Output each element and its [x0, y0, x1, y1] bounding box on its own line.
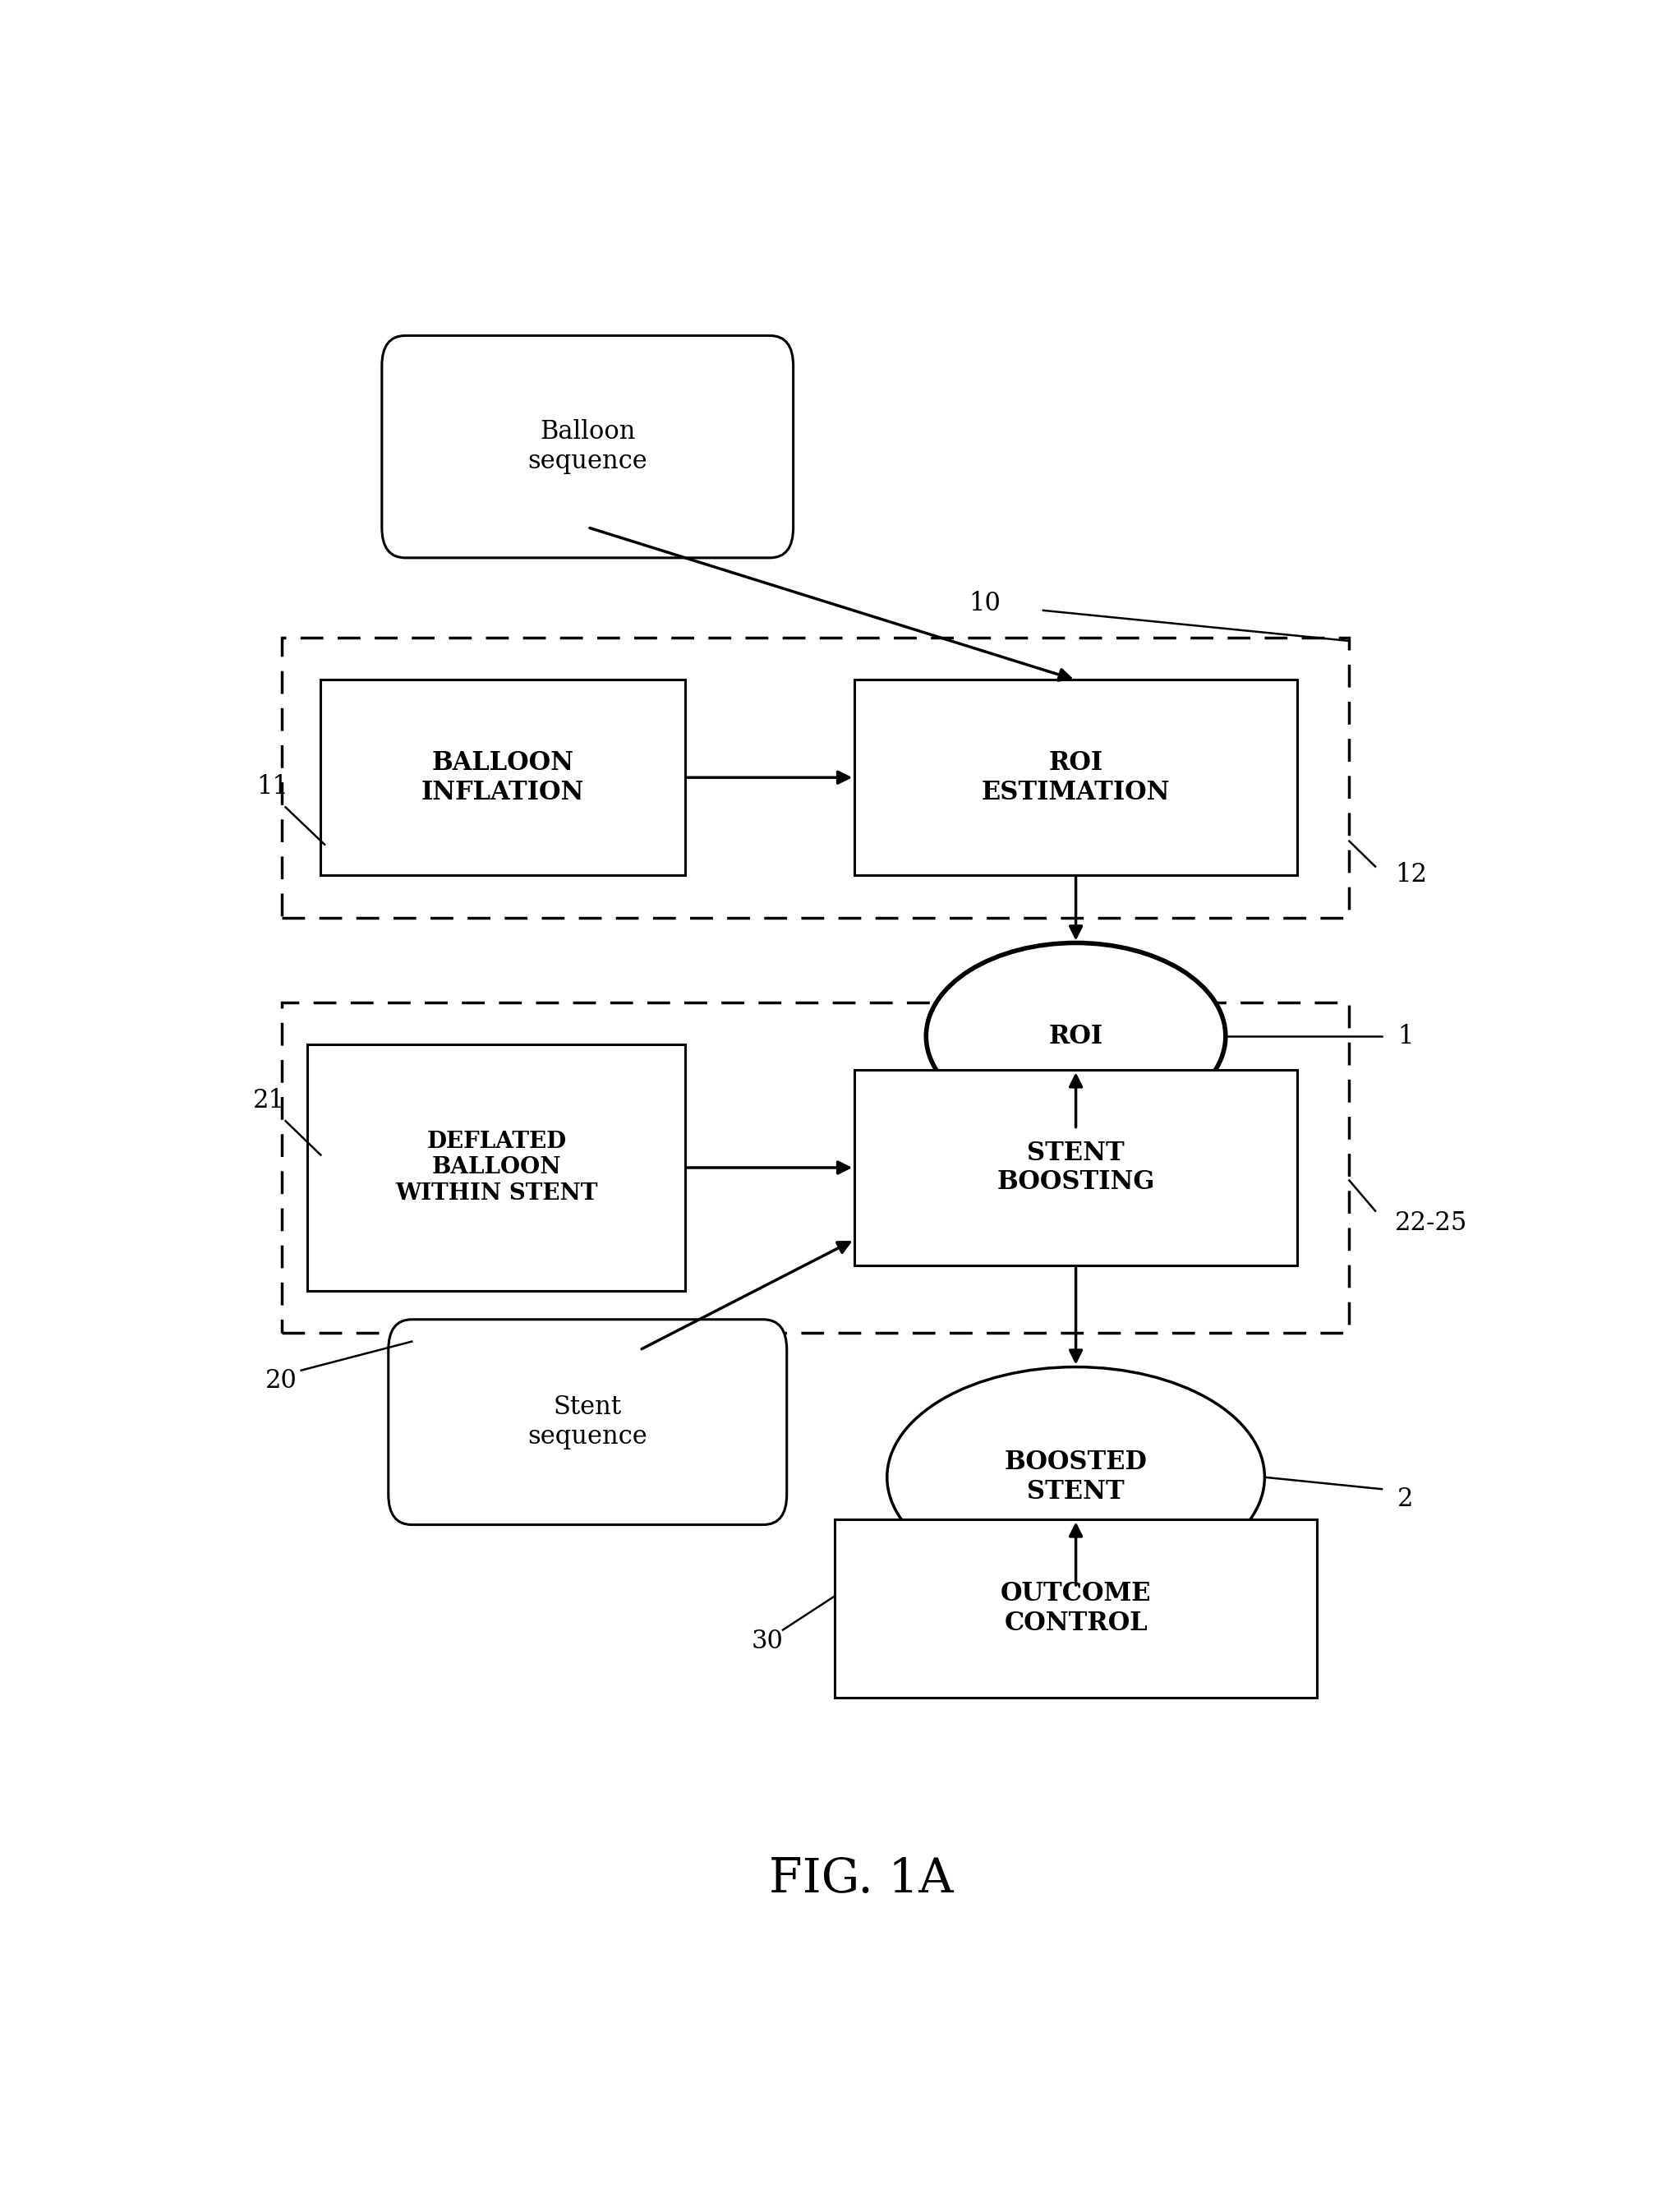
Text: 20: 20 [265, 1368, 297, 1392]
Text: DEFLATED
BALLOON
WITHIN STENT: DEFLATED BALLOON WITHIN STENT [395, 1130, 598, 1205]
Text: 2: 2 [1398, 1487, 1413, 1511]
FancyBboxPatch shape [855, 681, 1297, 875]
Text: FIG. 1A: FIG. 1A [769, 1857, 953, 1901]
Text: ROI
ESTIMATION: ROI ESTIMATION [981, 749, 1169, 804]
Text: BALLOON
INFLATION: BALLOON INFLATION [422, 749, 585, 804]
Text: 21: 21 [252, 1088, 284, 1113]
FancyBboxPatch shape [381, 335, 793, 557]
Ellipse shape [926, 943, 1225, 1130]
FancyBboxPatch shape [855, 1071, 1297, 1265]
Text: ROI: ROI [1048, 1024, 1104, 1049]
Text: Stent
sequence: Stent sequence [528, 1394, 647, 1450]
FancyBboxPatch shape [835, 1520, 1317, 1699]
Text: BOOSTED
STENT: BOOSTED STENT [1005, 1450, 1147, 1505]
Text: 11: 11 [257, 773, 289, 800]
Text: OUTCOME
CONTROL: OUTCOME CONTROL [1001, 1582, 1151, 1637]
FancyBboxPatch shape [307, 1044, 685, 1291]
Ellipse shape [887, 1366, 1265, 1588]
Text: 12: 12 [1394, 861, 1426, 888]
FancyBboxPatch shape [388, 1320, 786, 1524]
Text: 22-25: 22-25 [1394, 1209, 1467, 1236]
Text: STENT
BOOSTING: STENT BOOSTING [996, 1141, 1154, 1194]
Text: 1: 1 [1398, 1024, 1413, 1049]
Text: 10: 10 [969, 590, 1001, 617]
Text: Balloon
sequence: Balloon sequence [528, 419, 647, 474]
Text: 30: 30 [751, 1628, 783, 1654]
FancyBboxPatch shape [321, 681, 685, 875]
